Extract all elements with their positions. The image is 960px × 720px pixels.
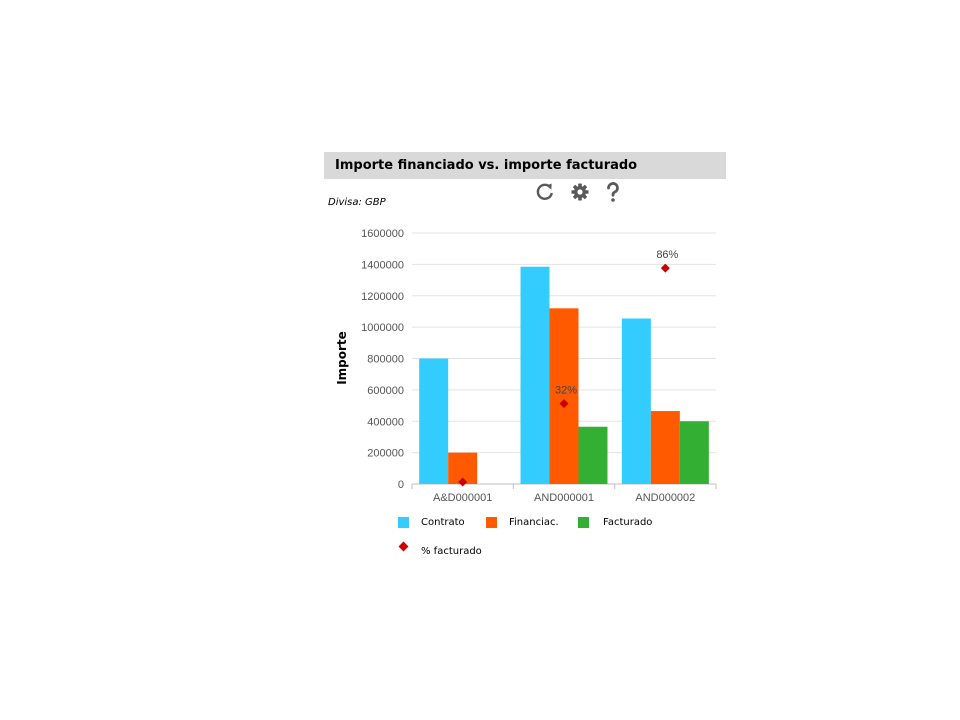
marker-pct-facturado-2: [660, 263, 670, 273]
x-tick-label: A&D000001: [433, 492, 492, 504]
legend-label-contrato: Contrato: [421, 517, 465, 528]
x-tick-label: AND000002: [635, 492, 695, 504]
legend-label-facturado: Facturado: [603, 517, 653, 528]
bar-facturado-2: [679, 421, 709, 484]
y-tick-label: 200000: [367, 448, 404, 460]
bar-facturado-1: [578, 426, 608, 484]
refresh-icon[interactable]: [533, 180, 557, 204]
data-label-pct-facturado: 86%: [656, 249, 678, 261]
bar-contrato-1: [520, 266, 550, 484]
legend-label-financiac: Financiac.: [509, 517, 559, 528]
legend-item-financiac[interactable]: Financiac.: [486, 517, 559, 528]
y-tick-label: 800000: [367, 354, 404, 366]
help-icon[interactable]: [601, 180, 625, 204]
legend-swatch-facturado: [578, 517, 589, 528]
y-tick-label: 0: [398, 479, 404, 491]
legend-swatch-contrato: [398, 517, 409, 528]
bar-financiac-2: [650, 411, 680, 484]
bar-contrato-2: [621, 318, 651, 484]
bar-contrato-0: [419, 358, 449, 484]
legend-item-pct-facturado[interactable]: % facturado: [398, 536, 482, 557]
legend-item-contrato[interactable]: Contrato: [398, 517, 465, 528]
bar-financiac-1: [549, 308, 579, 484]
legend-swatch-financiac: [486, 517, 497, 528]
gear-icon[interactable]: [568, 180, 592, 204]
data-label-pct-facturado: 32%: [555, 385, 577, 397]
y-tick-label: 600000: [367, 385, 404, 397]
legend-label-pct-facturado: % facturado: [421, 546, 482, 557]
marker-pct-facturado-0: [458, 477, 468, 487]
y-tick-label: 1600000: [361, 228, 404, 240]
legend-item-facturado[interactable]: Facturado: [578, 517, 652, 528]
bar-chart: 0 200000 400000 600000 800000 1000000 1200000 1…: [335, 228, 717, 504]
chart-legend: Contrato Financiac. Facturado % facturad…: [398, 516, 728, 557]
y-tick-label: 400000: [367, 416, 404, 428]
currency-label: Divisa: GBP: [328, 197, 386, 208]
legend-swatch-pct-facturado: [398, 541, 409, 552]
x-tick-label: AND000001: [534, 492, 594, 504]
y-tick-label: 1400000: [361, 259, 404, 271]
panel-title: Importe financiado vs. importe facturado: [324, 152, 726, 179]
y-axis-title: Importe: [335, 331, 349, 385]
y-tick-label: 1200000: [361, 291, 404, 303]
y-tick-label: 1000000: [361, 322, 404, 334]
marker-pct-facturado-1: [559, 399, 569, 409]
